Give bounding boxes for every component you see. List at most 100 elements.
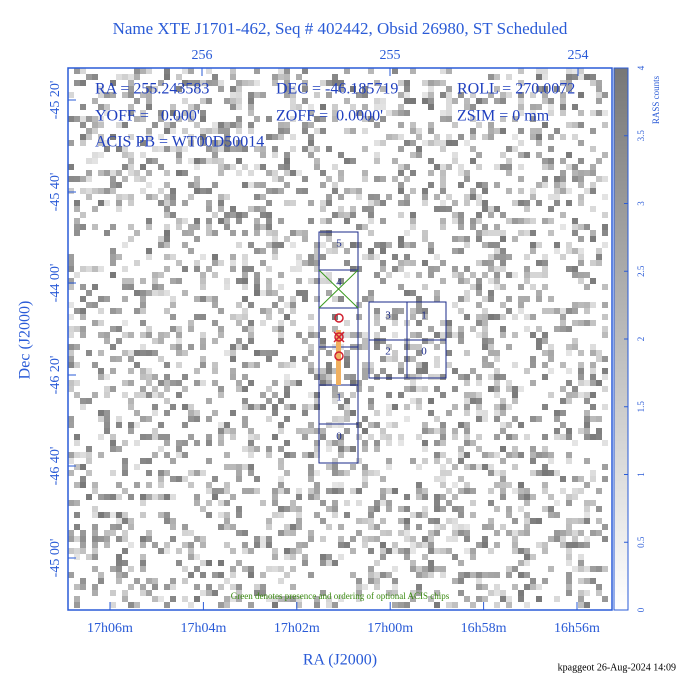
sky-pixel <box>140 416 146 422</box>
sky-pixel <box>128 542 134 548</box>
sky-pixel <box>332 464 338 470</box>
sky-pixel <box>410 374 416 380</box>
sky-pixel <box>584 272 590 278</box>
sky-pixel <box>416 542 422 548</box>
sky-pixel <box>74 362 80 368</box>
sky-pixel <box>518 488 524 494</box>
sky-pixel <box>290 230 296 236</box>
sky-pixel <box>374 572 380 578</box>
sky-pixel <box>440 440 446 446</box>
sky-pixel <box>86 554 92 560</box>
sky-pixel <box>272 566 278 572</box>
sky-pixel <box>350 410 356 416</box>
sky-pixel <box>380 356 386 362</box>
sky-pixel <box>440 434 446 440</box>
sky-pixel <box>386 530 392 536</box>
sky-pixel <box>302 356 308 362</box>
sky-pixel <box>518 68 524 74</box>
sky-pixel <box>356 266 362 272</box>
sky-pixel <box>530 554 536 560</box>
sky-pixel <box>440 110 446 116</box>
sky-pixel <box>254 230 260 236</box>
sky-pixel <box>272 380 278 386</box>
sky-pixel <box>554 194 560 200</box>
sky-pixel <box>314 242 320 248</box>
sky-pixel <box>272 392 278 398</box>
sky-pixel <box>332 182 338 188</box>
sky-pixel <box>434 524 440 530</box>
sky-pixel <box>410 224 416 230</box>
sky-pixel <box>290 554 296 560</box>
sky-pixel <box>308 140 314 146</box>
sky-pixel <box>188 116 194 122</box>
sky-pixel <box>116 524 122 530</box>
top-tick-label: 256 <box>192 48 213 63</box>
sky-pixel <box>194 500 200 506</box>
sky-pixel <box>380 572 386 578</box>
sky-pixel <box>398 260 404 266</box>
sky-pixel <box>464 536 470 542</box>
sky-pixel <box>590 182 596 188</box>
sky-pixel <box>536 452 542 458</box>
sky-pixel <box>206 488 212 494</box>
sky-pixel <box>194 122 200 128</box>
sky-pixel <box>272 488 278 494</box>
sky-pixel <box>140 458 146 464</box>
sky-pixel <box>68 470 74 476</box>
sky-pixel <box>242 362 248 368</box>
sky-pixel <box>218 140 224 146</box>
sky-pixel <box>362 374 368 380</box>
sky-pixel <box>602 536 608 542</box>
sky-pixel <box>284 68 290 74</box>
sky-pixel <box>278 74 284 80</box>
sky-pixel <box>392 320 398 326</box>
sky-pixel <box>236 464 242 470</box>
sky-pixel <box>434 296 440 302</box>
sky-pixel <box>320 230 326 236</box>
sky-pixel <box>350 446 356 452</box>
sky-pixel <box>80 314 86 320</box>
sky-pixel <box>68 254 74 260</box>
sky-pixel <box>146 416 152 422</box>
sky-pixel <box>518 104 524 110</box>
sky-pixel <box>554 434 560 440</box>
sky-pixel <box>86 446 92 452</box>
sky-pixel <box>80 308 86 314</box>
sky-pixel <box>572 248 578 254</box>
sky-pixel <box>476 230 482 236</box>
colorbar-tick-label: 2.5 <box>636 265 646 277</box>
sky-pixel <box>518 200 524 206</box>
sky-pixel <box>446 602 452 608</box>
sky-pixel <box>230 260 236 266</box>
sky-pixel <box>572 218 578 224</box>
sky-pixel <box>140 68 146 74</box>
sky-pixel <box>80 584 86 590</box>
sky-pixel <box>470 512 476 518</box>
sky-pixel <box>434 518 440 524</box>
sky-pixel <box>266 212 272 218</box>
sky-pixel <box>602 92 608 98</box>
sky-pixel <box>236 128 242 134</box>
sky-pixel <box>68 452 74 458</box>
readout-streak <box>336 330 341 385</box>
sky-pixel <box>296 506 302 512</box>
sky-pixel <box>224 224 230 230</box>
sky-pixel <box>476 434 482 440</box>
sky-pixel <box>482 410 488 416</box>
sky-pixel <box>170 314 176 320</box>
sky-pixel <box>596 176 602 182</box>
sky-pixel <box>530 230 536 236</box>
sky-pixel <box>128 566 134 572</box>
sky-pixel <box>560 530 566 536</box>
sky-pixel <box>188 320 194 326</box>
sky-pixel <box>590 416 596 422</box>
sky-pixel <box>302 542 308 548</box>
sky-pixel <box>92 584 98 590</box>
sky-pixel <box>290 92 296 98</box>
sky-pixel <box>488 362 494 368</box>
sky-pixel <box>566 368 572 374</box>
sky-pixel <box>380 116 386 122</box>
sky-pixel <box>182 242 188 248</box>
sky-pixel <box>488 260 494 266</box>
sky-pixel <box>452 248 458 254</box>
